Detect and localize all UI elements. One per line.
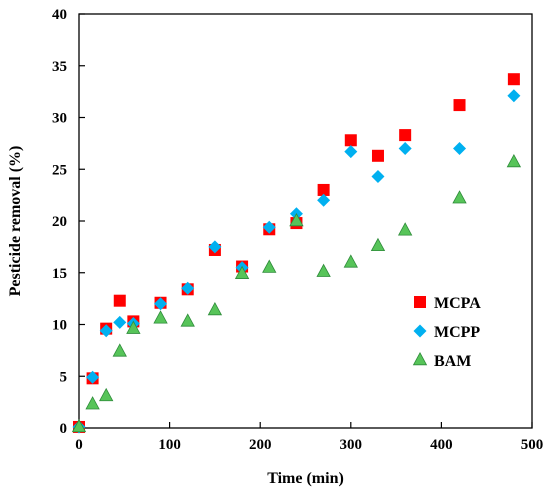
data-point-bam — [397, 222, 413, 236]
data-point-mcpp — [208, 240, 222, 254]
y-tick-label: 35 — [52, 59, 67, 75]
data-point-bam — [262, 259, 277, 273]
y-tick-label: 25 — [52, 162, 67, 178]
y-tick-label: 15 — [52, 266, 67, 282]
data-point-mcpp — [154, 297, 168, 311]
x-tick-label: 400 — [430, 437, 453, 453]
data-point-bam — [180, 313, 195, 327]
x-tick-label: 0 — [75, 437, 83, 453]
data-point-bam — [85, 396, 100, 410]
data-point-bam — [71, 418, 87, 433]
data-point-mcpp — [507, 89, 521, 103]
y-tick-label: 10 — [52, 318, 67, 334]
data-point-mcpa — [371, 149, 384, 162]
data-point-bam — [343, 254, 358, 268]
data-point-mcpp — [181, 281, 195, 295]
y-axis-title: Pesticide removal (%) — [7, 146, 24, 297]
x-tick-label: 500 — [521, 437, 544, 453]
data-point-bam — [289, 212, 304, 227]
data-point-mcpp — [398, 142, 412, 156]
data-point-mcpp — [262, 220, 276, 234]
data-point-mcpa — [399, 129, 412, 142]
data-point-bam — [234, 265, 250, 279]
legend-label-bam: BAM — [434, 353, 471, 370]
legend-label-mcpp: MCPP — [434, 324, 480, 341]
data-point-bam — [99, 387, 114, 402]
data-points — [71, 73, 522, 434]
data-point-mcpa — [344, 134, 357, 147]
data-point-mcpa — [453, 99, 466, 112]
data-point-bam — [153, 310, 168, 324]
x-tick-label: 100 — [158, 437, 181, 453]
data-point-mcpp — [371, 169, 385, 183]
y-tick-label: 40 — [52, 7, 67, 23]
data-point-bam — [452, 190, 467, 204]
data-point-bam — [506, 153, 522, 168]
data-point-mcpp — [113, 315, 127, 329]
y-tick-label: 20 — [52, 214, 67, 230]
data-point-bam — [112, 343, 127, 357]
legend: MCPA MCPP BAM — [412, 295, 481, 370]
y-tick-label: 30 — [52, 111, 67, 127]
data-point-mcpa — [507, 73, 520, 86]
y-tick-label: 5 — [60, 369, 68, 385]
data-point-mcpp — [453, 142, 467, 156]
legend-label-mcpa: MCPA — [434, 295, 481, 312]
data-point-mcpp — [344, 145, 358, 159]
x-tick-label: 200 — [249, 437, 272, 453]
data-point-bam — [316, 263, 331, 277]
x-tick-label: 300 — [340, 437, 363, 453]
data-point-mcpp — [317, 193, 331, 207]
data-point-bam — [126, 320, 141, 334]
legend-marker-mcpp — [413, 324, 427, 338]
y-tick-label: 0 — [60, 421, 68, 437]
x-axis-title: Time (min) — [267, 470, 344, 487]
data-point-bam — [207, 301, 223, 316]
legend-marker-mcpa — [414, 296, 426, 308]
ticks: 0 100 200 300 400 500 0 5 10 15 20 25 30 35 40 — [52, 7, 543, 453]
data-point-bam — [370, 237, 386, 252]
data-point-mcpp — [99, 324, 113, 338]
data-point-mcpa — [113, 294, 126, 307]
legend-marker-bam — [412, 351, 428, 366]
data-point-mcpa — [317, 183, 330, 196]
data-point-mcpp — [86, 370, 100, 384]
